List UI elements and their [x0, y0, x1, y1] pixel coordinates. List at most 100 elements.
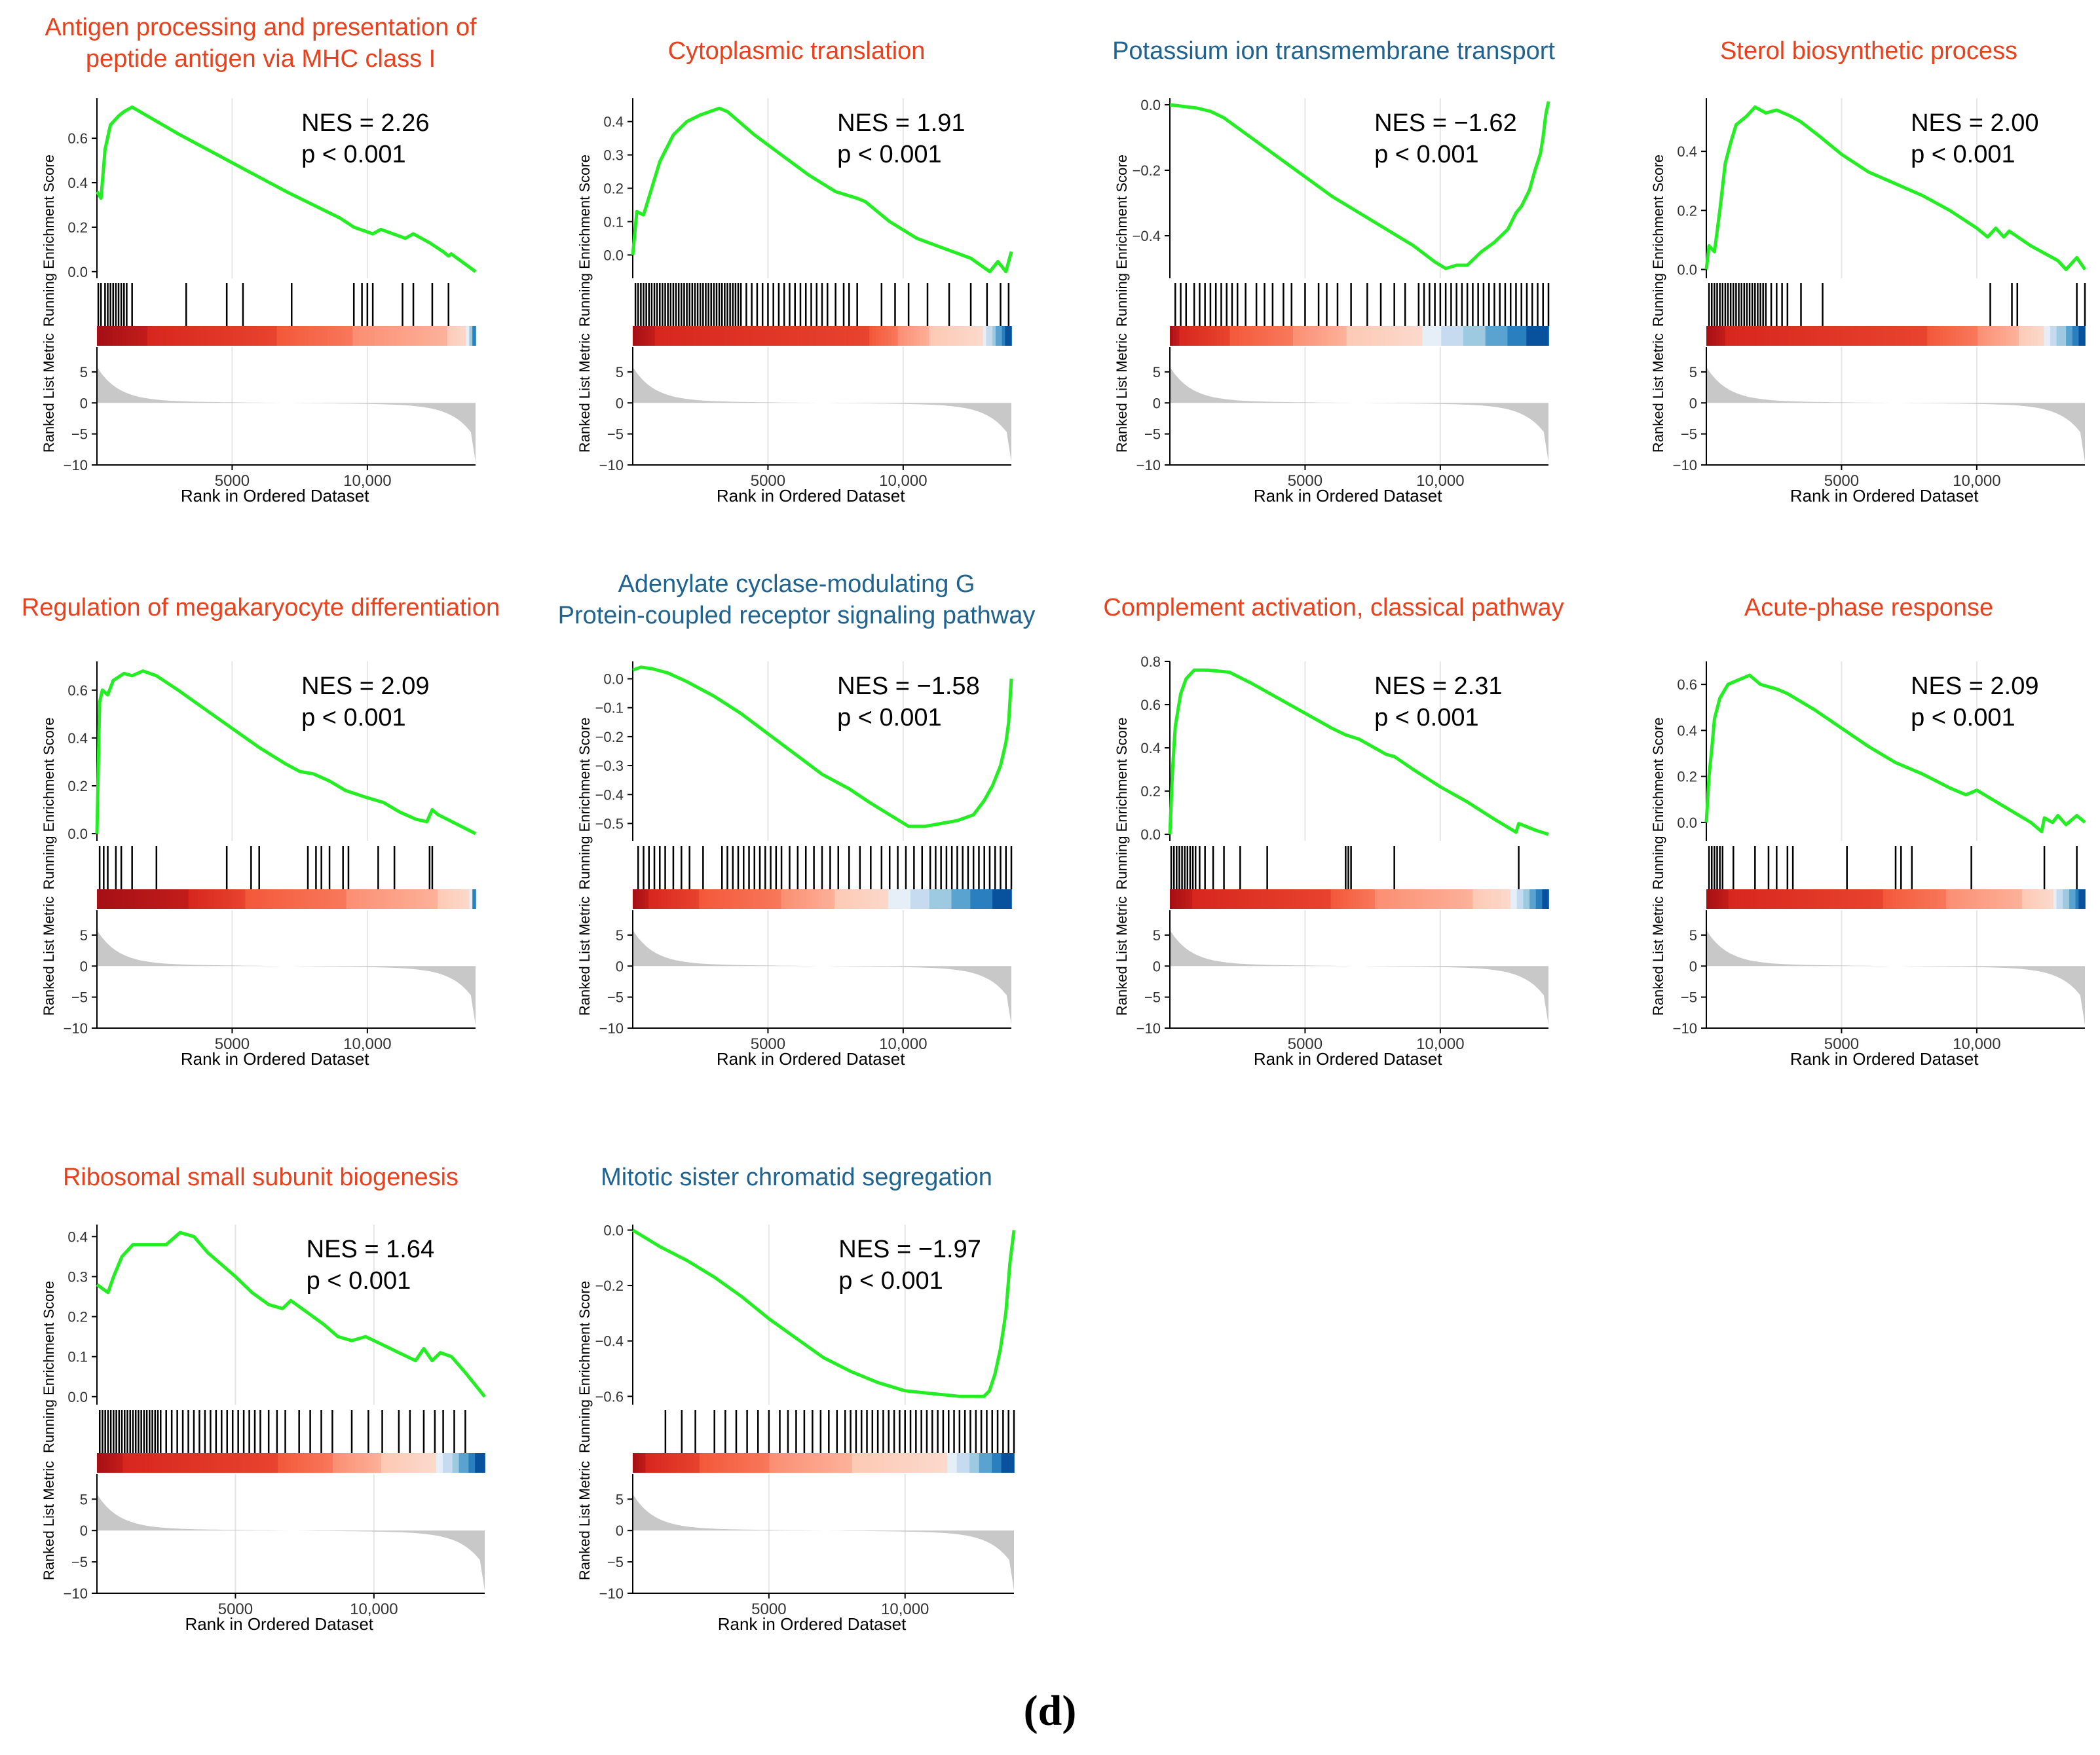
enrichment-score-curve [631, 1228, 1016, 1398]
rank-heatmap-cell [820, 1453, 824, 1473]
rank-heatmap-cell [1220, 326, 1224, 346]
rank-heatmap-cell [1229, 326, 1234, 346]
rank-heatmap-cell [910, 889, 914, 909]
rank-heatmap-cell [979, 326, 984, 346]
rank-heatmap-cell [1346, 889, 1351, 909]
es-y-tick-label: −0.2 [595, 729, 624, 745]
es-y-tick-label: −0.6 [595, 1388, 624, 1405]
rank-heatmap-cell [1410, 889, 1414, 909]
rank-heatmap-cell [673, 326, 678, 346]
rank-heatmap-cell [242, 326, 246, 346]
rank-heatmap-cell [904, 326, 908, 346]
rank-heatmap-cell [2018, 326, 2023, 346]
rank-heatmap-cell [1337, 889, 1341, 909]
rank-heatmap-cell [362, 1453, 366, 1473]
rank-heatmap-cell [1501, 326, 1505, 346]
rank-heatmap-cell [891, 326, 895, 346]
rank-heatmap-cell [431, 889, 436, 909]
rank-heatmap-cell [702, 326, 706, 346]
rank-heatmap-cell [1959, 326, 1962, 346]
rank-heatmap-cell [1182, 889, 1186, 909]
rank-heatmap-cell [153, 326, 158, 346]
rank-heatmap-cell [869, 326, 873, 346]
rank-heatmap-cell [1441, 326, 1445, 346]
rank-heatmap-cell [172, 326, 177, 346]
es-y-tick-label: 0.0 [1677, 261, 1697, 278]
rank-heatmap-cell [915, 1453, 920, 1473]
rank-heatmap-cell [481, 1453, 485, 1473]
rank-heatmap-cell [964, 889, 968, 909]
rank-heatmap-cell [1299, 889, 1303, 909]
rank-heatmap-cell [1716, 889, 1720, 909]
rank-heatmap-cell [400, 1453, 405, 1473]
rank-heatmap-cell [324, 326, 328, 346]
rank-heatmap-cell [273, 889, 278, 909]
rank-heatmap-cell [103, 1453, 107, 1473]
rank-heatmap-cell [648, 889, 652, 909]
gsea-panel-1: 0.0 0.2 0.4 0.6 Running Enrichment Score NES … [41, 98, 477, 506]
rank-heatmap-cell [1252, 326, 1256, 346]
rank-heatmap-cell [661, 1453, 666, 1473]
rank-heatmap-cell [188, 326, 193, 346]
rank-heatmap-cell [233, 889, 236, 909]
panel-title-line: Protein-coupled receptor signaling pathw… [557, 602, 1036, 629]
rank-heatmap-cell [423, 1453, 427, 1473]
rank-heatmap-cell [1886, 889, 1890, 909]
rank-heatmap-cell [988, 1453, 992, 1473]
rank-heatmap-cell [2028, 326, 2032, 346]
rank-heatmap-cell [1747, 326, 1752, 346]
rank-heatmap-cell [1308, 889, 1313, 909]
rank-heatmap-cell [155, 1453, 159, 1473]
rank-heatmap-cell [339, 889, 344, 909]
rank-heatmap-cell [992, 326, 996, 346]
es-y-tick-label: 0.4 [67, 1228, 88, 1245]
rank-heatmap-cell [1810, 326, 1814, 346]
rank-heatmap-cell [191, 889, 196, 909]
rank-heatmap-cell [384, 889, 388, 909]
rank-heatmap-cell [223, 1453, 227, 1473]
rank-heatmap-cell [677, 1453, 681, 1473]
rank-heatmap-cell [743, 1453, 748, 1473]
rank-heatmap-cell [791, 1453, 796, 1473]
rank-heatmap-cell [1292, 326, 1297, 346]
rank-heatmap-cell [466, 889, 470, 909]
enrichment-score-curve [95, 105, 477, 273]
rank-heatmap-cell [762, 1453, 767, 1473]
metric-y-tick-label: 0 [1153, 395, 1161, 411]
rank-heatmap-cell [457, 326, 460, 346]
rank-heatmap-cell [1343, 889, 1347, 909]
x-tick-label: 5000 [215, 472, 250, 490]
rank-heatmap-cell [203, 1453, 208, 1473]
rank-heatmap-cell [743, 889, 747, 909]
rank-heatmap-cell [345, 1453, 350, 1473]
rank-heatmap-cell [867, 1453, 872, 1473]
rank-heatmap-cell [1397, 889, 1401, 909]
rank-heatmap-cell [420, 1453, 424, 1473]
rank-heatmap-cell [797, 326, 801, 346]
rank-heatmap-cell [459, 889, 464, 909]
x-axis-label: Rank in Ordered Dataset [718, 1614, 907, 1634]
rank-heatmap-cell [920, 889, 924, 909]
p-value-label: p < 0.001 [301, 704, 406, 731]
rank-heatmap-cell [1438, 889, 1442, 909]
rank-heatmap-cell [1207, 326, 1212, 346]
rank-heatmap-cell [923, 889, 927, 909]
rank-heatmap-cell [302, 326, 306, 346]
rank-heatmap-cell [774, 326, 779, 346]
rank-heatmap-cell [1990, 889, 1995, 909]
rank-heatmap-cell [1766, 889, 1771, 909]
rank-heatmap-cell [1892, 326, 1896, 346]
rank-heatmap-cell [1469, 326, 1474, 346]
rank-heatmap-cell [337, 326, 341, 346]
rank-heatmap-cell [1775, 889, 1780, 909]
rank-heatmap-cell [740, 326, 744, 346]
rank-heatmap-cell [1488, 326, 1493, 346]
rank-heatmap-cell [248, 889, 252, 909]
rank-heatmap-cell [2012, 326, 2016, 346]
rank-heatmap-cell [757, 1453, 760, 1473]
rank-heatmap-cell [1419, 326, 1423, 346]
rank-heatmap-cell [1864, 326, 1868, 346]
rank-heatmap-cell [97, 326, 101, 346]
rank-heatmap-cell [1873, 326, 1877, 346]
